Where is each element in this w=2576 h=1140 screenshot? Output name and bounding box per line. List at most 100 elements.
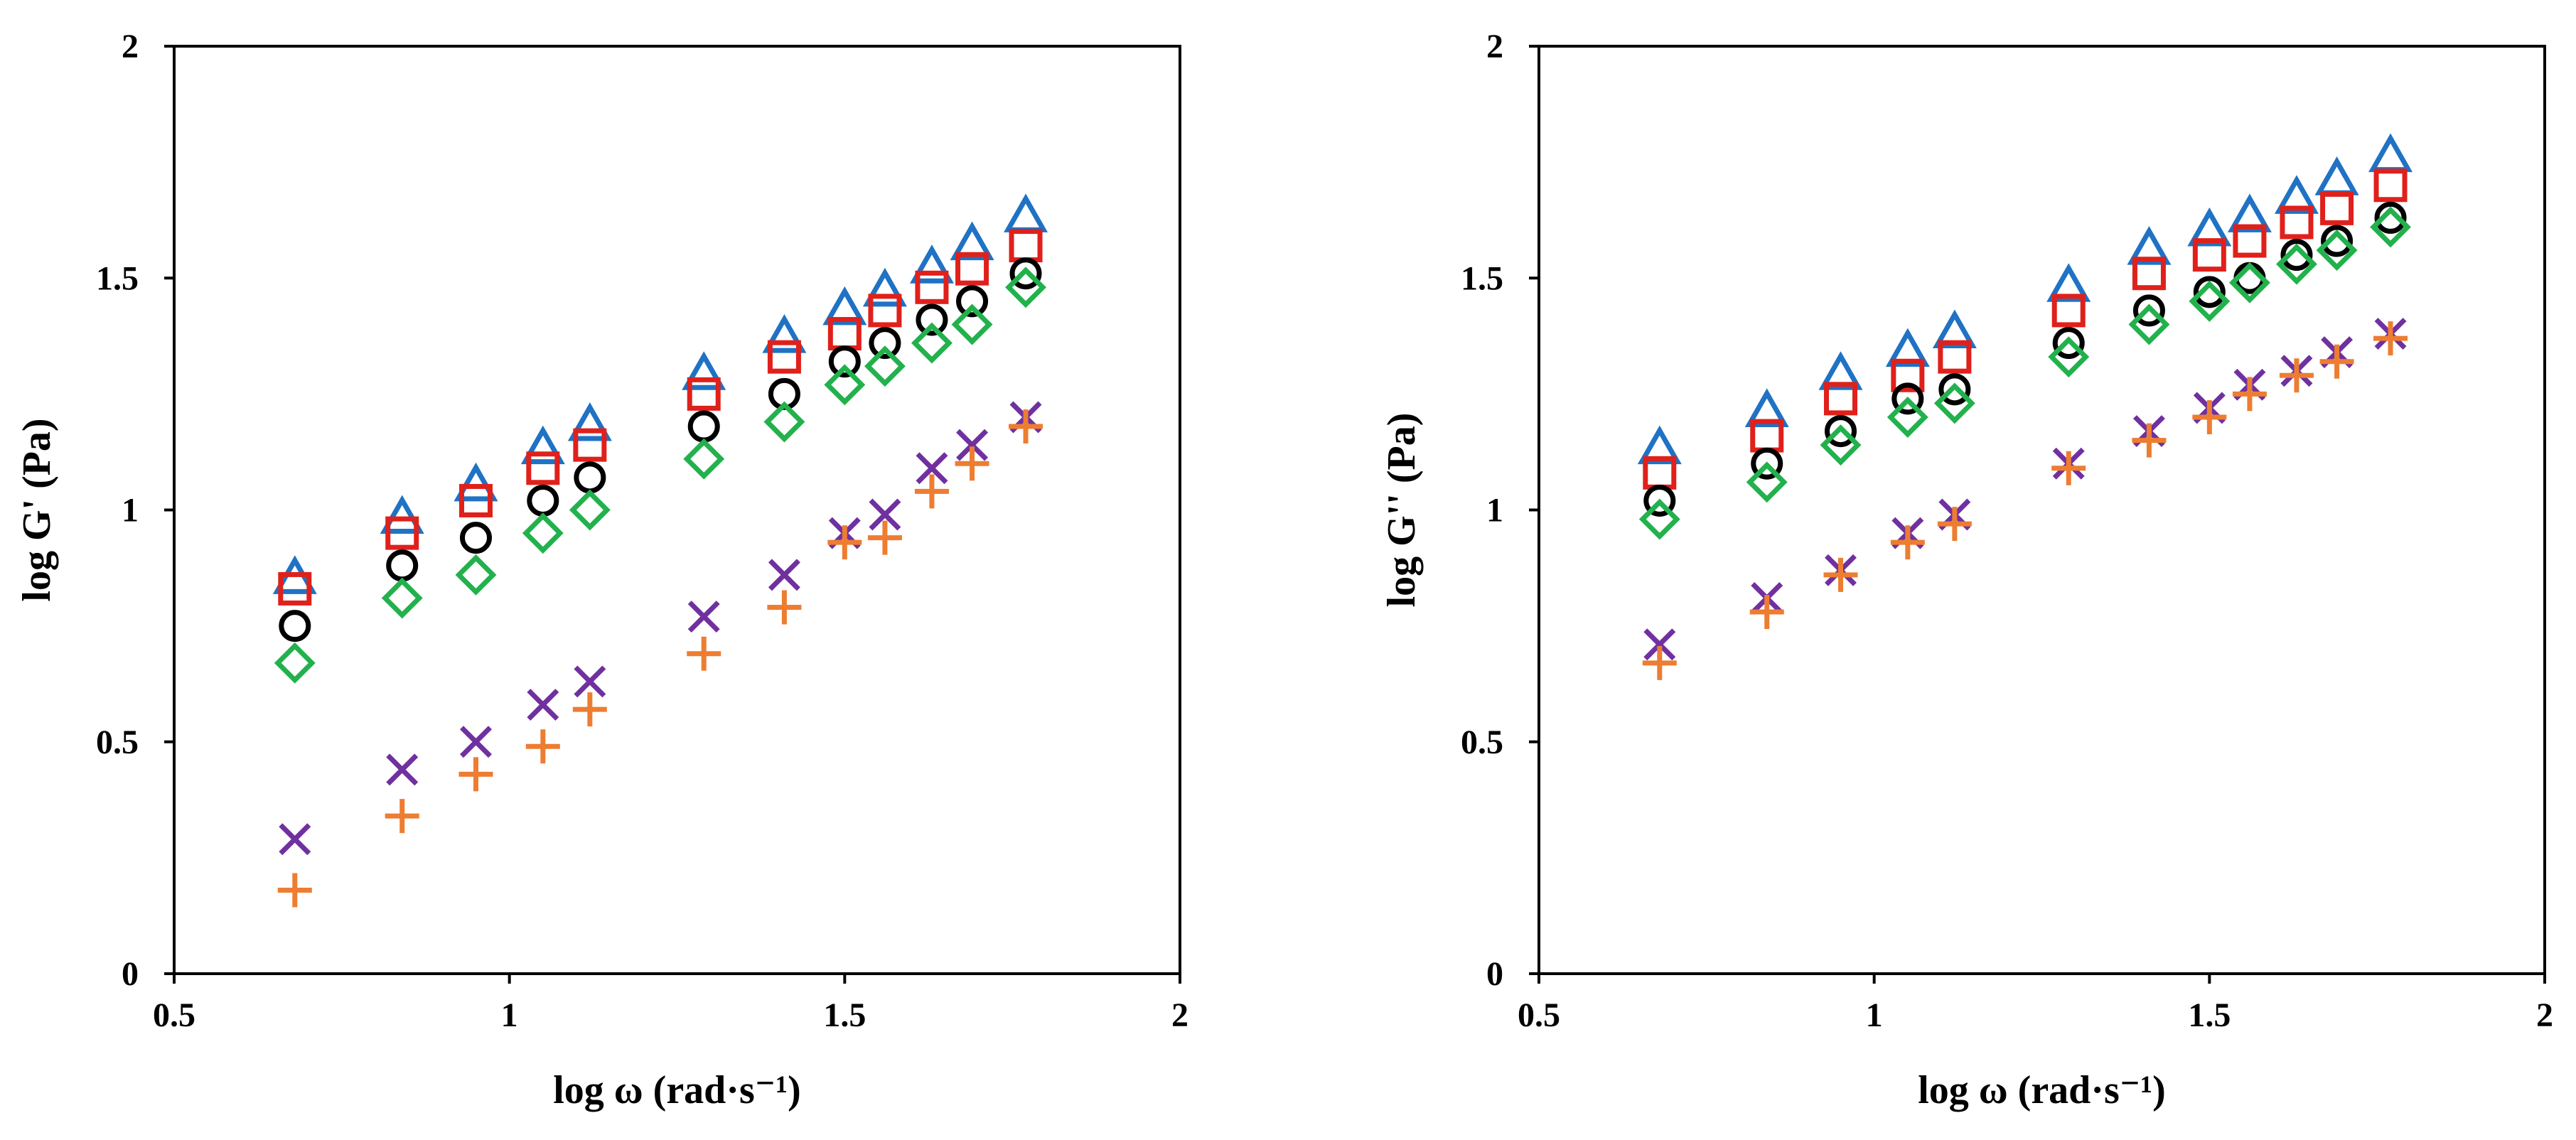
data-point-plus: [827, 525, 862, 560]
data-point-square: [1938, 340, 1972, 374]
data-point-circle: [687, 410, 720, 443]
y-tick-label: 0: [122, 955, 139, 993]
data-point-circle: [956, 285, 989, 318]
y-tick-label: 0: [1486, 955, 1503, 993]
series-diamond: [274, 267, 1046, 684]
data-point-plus: [2232, 377, 2267, 412]
data-point-cross: [386, 753, 419, 786]
data-point-circle: [2193, 276, 2226, 308]
data-point-plus: [767, 590, 802, 625]
data-point-triangle: [762, 313, 807, 353]
data-point-triangle: [454, 462, 498, 502]
data-point-cross: [916, 452, 948, 485]
data-point-triangle: [1004, 193, 1048, 232]
data-point-plus: [572, 692, 607, 727]
data-point-diamond: [2189, 280, 2231, 322]
data-point-plus: [2319, 344, 2354, 379]
data-point-diamond: [683, 438, 725, 480]
series-triangle: [1637, 133, 2413, 465]
data-point-plus: [1823, 557, 1858, 592]
data-point-diamond: [763, 401, 805, 443]
x-axis-title: log ω (rad·s⁻¹): [553, 1068, 801, 1112]
data-point-square: [2051, 294, 2086, 328]
data-point-diamond: [455, 554, 497, 596]
data-point-plus: [2051, 451, 2086, 485]
data-point-circle: [2321, 225, 2354, 257]
data-point-square: [2132, 257, 2166, 291]
y-tick-label: 2: [122, 28, 139, 65]
data-point-diamond: [2048, 336, 2090, 378]
data-point-diamond: [1887, 397, 1928, 438]
data-point-circle: [1891, 382, 1924, 415]
data-point-cross: [956, 429, 989, 461]
data-point-plus: [1890, 525, 1925, 560]
y-tick-label: 1.5: [96, 259, 139, 297]
data-point-triangle: [2046, 263, 2091, 302]
data-point-square: [687, 377, 721, 411]
data-point-square: [955, 252, 989, 286]
y-tick-label: 1: [122, 492, 139, 529]
y-axis-title: log G'' (Pa): [1380, 413, 1424, 608]
data-point-circle: [2280, 239, 2313, 271]
data-point-triangle: [1818, 351, 1863, 390]
data-point-square: [868, 294, 902, 328]
data-point-plus: [914, 474, 949, 509]
data-point-circle: [2052, 327, 2085, 360]
series-cross: [279, 401, 1042, 856]
data-point-square: [385, 516, 419, 550]
x-tick-label: 2: [2536, 996, 2553, 1034]
data-point-plus: [2279, 358, 2314, 393]
data-point-diamond: [2228, 262, 2270, 303]
x-tick-label: 1: [1866, 996, 1883, 1034]
series-circle: [279, 257, 1042, 642]
data-point-diamond: [1820, 424, 1862, 466]
data-point-circle: [460, 522, 492, 554]
x-tick-label: 1.5: [823, 996, 866, 1034]
x-tick-label: 1: [501, 996, 518, 1034]
y-tick-label: 0.5: [1461, 724, 1503, 761]
data-point-square: [2233, 224, 2267, 258]
data-point-triangle: [1637, 425, 1682, 465]
data-point-plus: [1937, 507, 1972, 542]
data-point-circle: [916, 303, 948, 336]
series-diamond: [1638, 206, 2411, 540]
series-square: [278, 229, 1043, 606]
data-point-circle: [2132, 294, 2165, 327]
data-point-triangle: [1932, 309, 1977, 349]
data-point-circle: [2374, 201, 2407, 234]
data-point-square: [915, 270, 949, 304]
data-point-triangle: [520, 425, 565, 465]
data-point-square: [2280, 205, 2314, 240]
data-point-triangle: [862, 267, 907, 307]
x-tick-label: 1.5: [2188, 996, 2231, 1034]
data-point-plus: [1009, 409, 1043, 444]
data-point-triangle: [567, 402, 612, 441]
data-point-cross: [768, 559, 800, 591]
data-point-triangle: [1885, 328, 1930, 367]
data-point-diamond: [522, 512, 564, 554]
series-plus: [277, 409, 1043, 908]
data-point-diamond: [1638, 498, 1680, 540]
data-point-square: [1891, 358, 1925, 392]
data-point-plus: [687, 636, 721, 671]
data-point-square: [2320, 191, 2354, 225]
data-point-square: [2373, 168, 2408, 203]
data-point-square: [459, 483, 493, 517]
data-point-circle: [279, 610, 311, 642]
data-point-circle: [1825, 415, 1857, 448]
data-point-diamond: [1746, 461, 1788, 503]
x-tick-label: 0.5: [1518, 996, 1560, 1034]
x-tick-label: 0.5: [153, 996, 195, 1034]
data-point-circle: [527, 484, 559, 517]
data-point-circle: [869, 327, 901, 360]
data-point-square: [526, 451, 560, 485]
data-point-triangle: [2314, 156, 2359, 195]
data-point-square: [2192, 238, 2226, 272]
data-point-triangle: [2368, 133, 2413, 173]
data-point-triangle: [822, 286, 867, 326]
data-point-circle: [386, 549, 419, 582]
plot-frame: [1537, 45, 2546, 975]
data-point-diamond: [381, 577, 423, 619]
data-point-plus: [2373, 321, 2408, 356]
